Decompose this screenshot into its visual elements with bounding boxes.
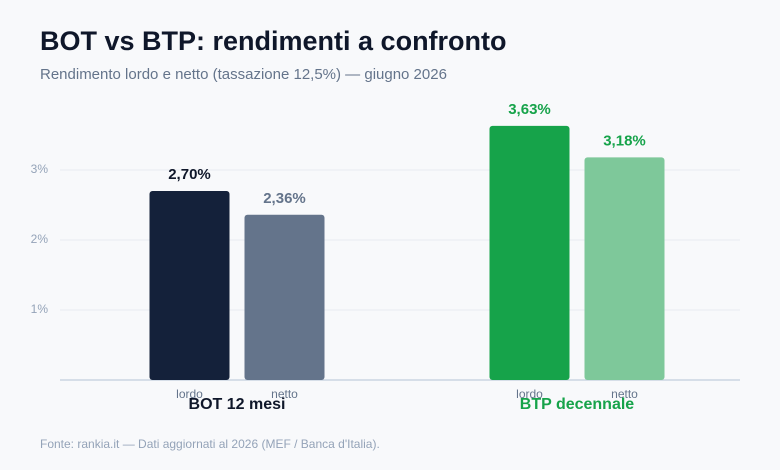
bar <box>584 157 665 380</box>
bar-sub-label: netto <box>271 387 298 401</box>
bar <box>149 191 230 380</box>
x-tick-label: BOT 12 mesi <box>189 396 286 413</box>
bar-sub-label: lordo <box>516 387 543 401</box>
y-tick-label: 2% <box>31 232 49 246</box>
x-tick-label: BTP decennale <box>520 396 635 413</box>
footnote: Fonte: rankia.it — Dati aggiornati al 20… <box>40 437 380 451</box>
bar <box>244 214 325 380</box>
bar-sub-label: netto <box>611 387 638 401</box>
value-label: 2,36% <box>263 190 306 207</box>
y-tick-label: 1% <box>31 302 49 316</box>
chart-title: BOT vs BTP: rendimenti a confronto <box>40 26 507 56</box>
value-label: 2,70% <box>168 166 211 183</box>
chart-subtitle: Rendimento lordo e netto (tassazione 12,… <box>40 66 447 83</box>
value-label: 3,63% <box>508 101 551 118</box>
bar <box>489 125 570 381</box>
value-label: 3,18% <box>603 132 646 149</box>
y-tick-label: 3% <box>31 162 49 176</box>
bar-sub-label: lordo <box>176 387 203 401</box>
